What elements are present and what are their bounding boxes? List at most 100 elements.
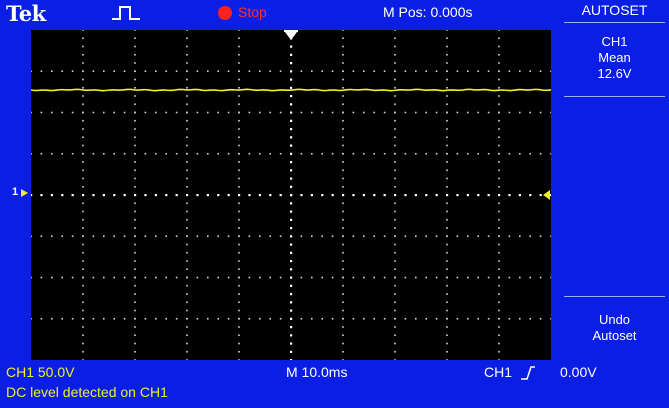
grid-dot (186, 309, 188, 312)
grid-dot (394, 177, 396, 180)
grid-dot (342, 317, 344, 320)
center-axis-dot (290, 161, 293, 164)
grid-dot (186, 260, 188, 262)
grid-dot (342, 243, 344, 246)
grid-dot (467, 276, 469, 279)
grid-dot (342, 359, 344, 360)
grid-dot (331, 111, 334, 114)
grid-dot (456, 276, 459, 279)
grid-dot (82, 202, 84, 205)
grid-dot (186, 144, 188, 147)
grid-dot (529, 317, 531, 320)
grid-dot (394, 251, 396, 254)
grid-dot (248, 235, 251, 238)
grid-dot (321, 70, 323, 73)
center-axis-dot (290, 251, 293, 254)
grid-dot (82, 210, 84, 213)
grid-dot (446, 350, 448, 353)
grid-dot (134, 45, 136, 48)
measurement-readout[interactable]: CH1 Mean 12.6V (560, 34, 669, 82)
pulse-waveform-icon (112, 6, 140, 20)
grid-dot (498, 78, 500, 81)
grid-dot (227, 317, 230, 320)
grid-dot (529, 111, 531, 114)
grid-dot (82, 342, 84, 345)
center-axis-dot (477, 194, 480, 197)
grid-dot (519, 235, 521, 238)
grid-dot (383, 111, 386, 114)
grid-dot (186, 218, 188, 221)
grid-dot (123, 276, 126, 279)
grid-dot (134, 317, 136, 320)
grid-dot (82, 235, 84, 238)
center-axis-dot (154, 194, 157, 197)
grid-dot (82, 227, 84, 229)
grid-dot (446, 119, 448, 122)
grid-dot (207, 317, 209, 320)
center-axis-dot (498, 194, 501, 197)
grid-dot (61, 235, 63, 238)
grid-dot (207, 70, 209, 73)
grid-dot (186, 350, 188, 353)
grid-dot (103, 152, 105, 155)
menu-title: AUTOSET (581, 2, 648, 18)
grid-dot (539, 276, 542, 279)
grid-dot (467, 317, 469, 320)
grid-dot (394, 128, 396, 130)
grid-dot (259, 152, 261, 155)
grid-dot (259, 235, 261, 238)
grid-dot (456, 70, 459, 73)
grid-dot (269, 70, 271, 73)
grid-dot (238, 152, 240, 155)
grid-dot (394, 293, 396, 295)
grid-dot (196, 111, 199, 114)
measurement-type: Mean (598, 50, 631, 65)
grid-dot (217, 111, 219, 114)
grid-dot (31, 111, 32, 114)
center-axis-dot (487, 194, 490, 197)
channel-ground-arrow-icon (21, 189, 28, 197)
grid-dot (321, 235, 323, 238)
grid-dot (539, 317, 542, 320)
grid-dot (394, 119, 396, 122)
grid-dot (342, 227, 344, 229)
grid-dot (498, 86, 500, 89)
grid-dot (144, 152, 147, 155)
grid-dot (446, 185, 448, 188)
grid-dot (498, 350, 500, 353)
grid-dot (175, 70, 178, 73)
grid-dot (394, 227, 396, 229)
grid-dot (238, 293, 240, 295)
grid-dot (134, 350, 136, 353)
grid-dot (165, 152, 167, 155)
grid-dot (446, 202, 448, 205)
grid-dot (498, 30, 500, 31)
grid-dot (248, 152, 251, 155)
center-axis-dot (290, 194, 293, 197)
grid-dot (175, 111, 178, 114)
undo-autoset-button[interactable]: Undo Autoset (560, 312, 669, 344)
grid-dot (394, 185, 396, 188)
grid-dot (238, 309, 240, 312)
grid-dot (383, 70, 386, 73)
grid-dot (82, 78, 84, 81)
grid-dot (155, 235, 157, 238)
grid-dot (446, 334, 448, 337)
grid-dot (134, 284, 136, 287)
grid-dot (342, 128, 344, 130)
grid-dot (550, 152, 551, 155)
grid-dot (342, 30, 344, 31)
grid-dot (498, 317, 500, 320)
grid-dot (446, 218, 448, 221)
trigger-level-readout: 0.00V (560, 364, 597, 380)
grid-dot (498, 111, 500, 114)
grid-dot (342, 70, 344, 73)
grid-dot (238, 119, 240, 122)
grid-dot (134, 359, 136, 360)
center-axis-dot (290, 95, 293, 98)
grid-dot (113, 111, 115, 114)
grid-dot (394, 218, 396, 221)
grid-dot (311, 152, 313, 155)
grid-dot (196, 276, 199, 279)
grid-dot (175, 317, 178, 320)
